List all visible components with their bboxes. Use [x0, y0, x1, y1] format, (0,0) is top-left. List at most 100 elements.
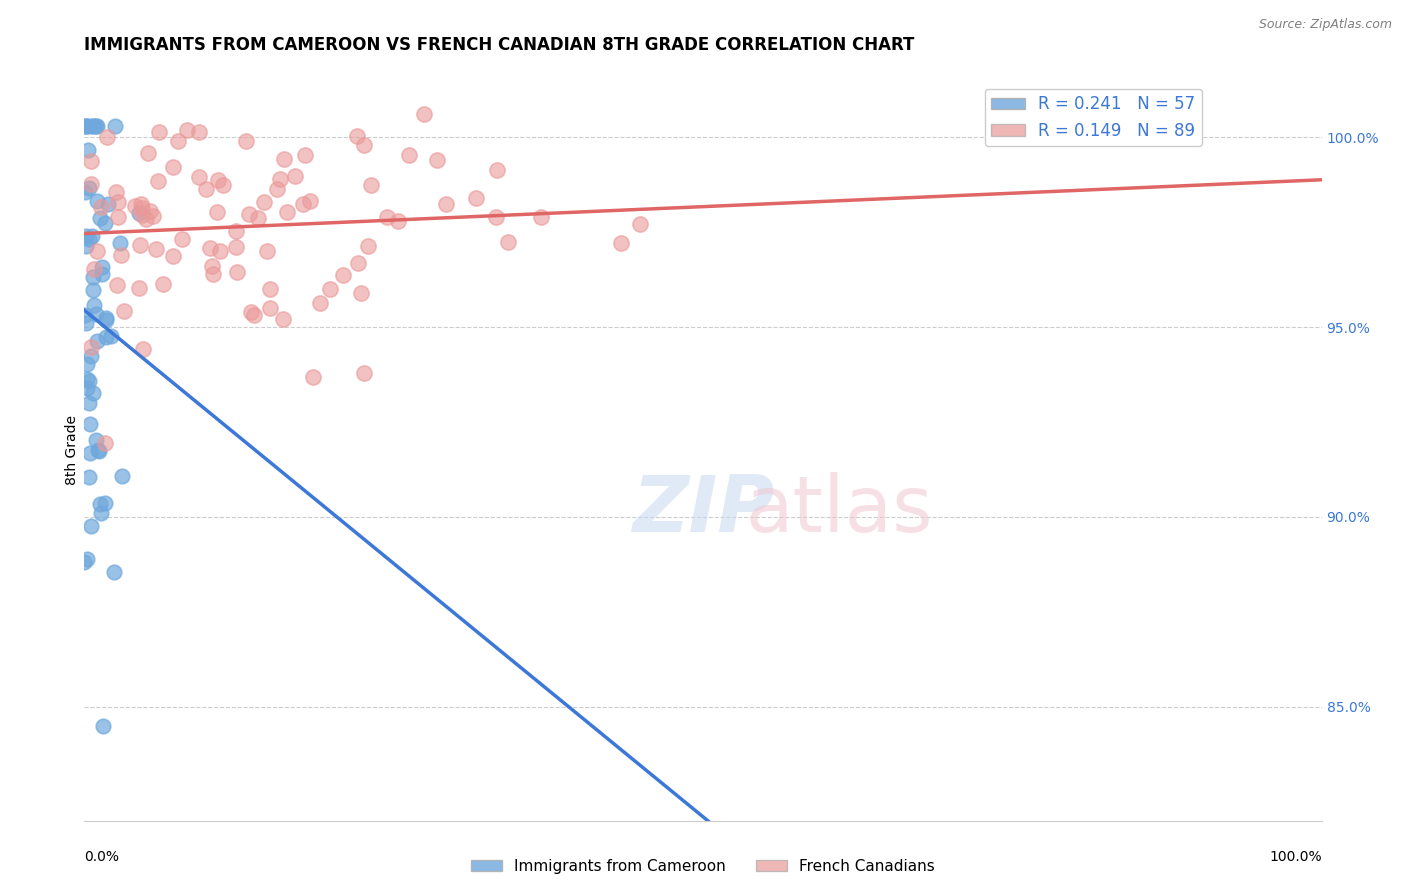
Point	[84, 119, 107, 133]
Text: Source: ZipAtlas.com: Source: ZipAtlas.com	[1258, 18, 1392, 31]
Point	[253, 194, 276, 209]
Point	[86, 334, 108, 348]
Point	[79, 417, 101, 431]
Point	[91, 268, 114, 282]
Point	[107, 194, 129, 209]
Point	[103, 566, 125, 580]
Point	[269, 171, 291, 186]
Point	[202, 267, 225, 281]
Point	[485, 162, 508, 177]
Point	[162, 161, 184, 175]
Point	[94, 313, 117, 327]
Point	[107, 210, 129, 224]
Point	[426, 153, 449, 168]
Point	[94, 436, 117, 450]
Point	[83, 297, 105, 311]
Point	[84, 307, 107, 321]
Point	[208, 244, 231, 258]
Point	[398, 148, 420, 162]
Point	[90, 506, 112, 520]
Point	[256, 244, 278, 259]
Point	[104, 185, 127, 199]
Point	[79, 445, 101, 459]
Point	[226, 265, 249, 279]
Point	[319, 282, 342, 296]
Point	[162, 249, 184, 263]
Point	[112, 304, 135, 318]
Point	[96, 130, 118, 145]
Point	[128, 281, 150, 295]
Point	[198, 241, 221, 255]
Point	[259, 281, 281, 295]
Point	[97, 197, 120, 211]
Point	[139, 203, 162, 218]
Point	[195, 182, 218, 196]
Point	[84, 434, 107, 448]
Point	[82, 283, 104, 297]
Point	[111, 468, 134, 483]
Point	[73, 186, 96, 200]
Point	[138, 145, 160, 160]
Point	[350, 285, 373, 300]
Point	[298, 194, 321, 208]
Point	[76, 372, 98, 386]
Point	[75, 119, 97, 133]
Point	[273, 152, 295, 166]
Point	[530, 210, 553, 224]
Point	[80, 229, 103, 244]
Point	[610, 236, 633, 251]
Point	[485, 210, 508, 224]
Point	[135, 211, 157, 226]
Point	[284, 169, 307, 183]
Point	[273, 312, 295, 326]
Point	[375, 210, 398, 224]
Point	[145, 242, 167, 256]
Point	[90, 200, 112, 214]
Point	[131, 201, 153, 215]
Point	[132, 343, 155, 357]
Point	[77, 181, 100, 195]
Point	[276, 205, 298, 219]
Point	[207, 173, 229, 187]
Point	[75, 239, 97, 253]
Point	[225, 240, 247, 254]
Point	[128, 237, 150, 252]
Point	[76, 143, 98, 157]
Legend: Immigrants from Cameroon, French Canadians: Immigrants from Cameroon, French Canadia…	[465, 853, 941, 880]
Point	[242, 308, 264, 322]
Point	[89, 211, 111, 225]
Point	[464, 191, 486, 205]
Point	[176, 123, 198, 137]
Point	[166, 134, 188, 148]
Point	[86, 119, 108, 133]
Point	[83, 262, 105, 277]
Point	[238, 207, 260, 221]
Point	[152, 277, 174, 292]
Y-axis label: 8th Grade: 8th Grade	[65, 416, 79, 485]
Point	[201, 260, 224, 274]
Point	[76, 552, 98, 566]
Point	[77, 470, 100, 484]
Point	[83, 119, 105, 133]
Point	[80, 340, 103, 354]
Point	[82, 119, 104, 133]
Point	[108, 236, 131, 251]
Point	[266, 182, 288, 196]
Point	[86, 194, 108, 209]
Point	[259, 301, 281, 315]
Point	[73, 555, 96, 569]
Point	[96, 310, 118, 325]
Point	[128, 205, 150, 219]
Point	[75, 316, 97, 330]
Point	[308, 296, 330, 310]
Point	[73, 308, 96, 322]
Point	[353, 137, 375, 152]
Text: 0.0%: 0.0%	[84, 850, 120, 864]
Point	[80, 518, 103, 533]
Point	[87, 443, 110, 458]
Point	[225, 224, 247, 238]
Point	[75, 119, 97, 133]
Point	[82, 270, 104, 285]
Point	[86, 244, 108, 258]
Point	[188, 125, 211, 139]
